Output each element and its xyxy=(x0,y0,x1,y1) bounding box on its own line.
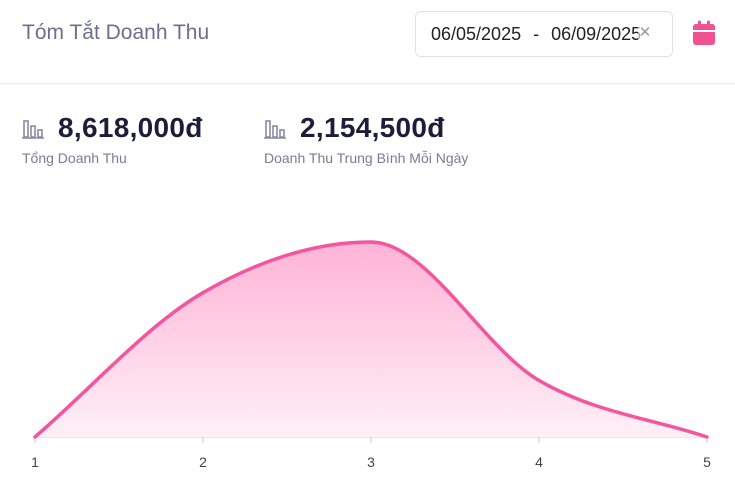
average-revenue-label: Doanh Thu Trung Bình Mỗi Ngày xyxy=(264,150,469,166)
date-separator: - xyxy=(533,23,540,44)
header: Tóm Tắt Doanh Thu 06/05/2025 - 06/09/202… xyxy=(0,0,735,84)
area-fill xyxy=(35,242,707,437)
stat-average-revenue: 2,154,500đ Doanh Thu Trung Bình Mỗi Ngày xyxy=(264,112,468,166)
bar-chart-icon xyxy=(264,120,286,139)
total-revenue-label: Tổng Doanh Thu xyxy=(22,150,127,166)
date-end[interactable]: 06/09/2025 xyxy=(551,23,642,44)
date-range-picker[interactable]: 06/05/2025 - 06/09/2025 ✕ xyxy=(415,11,673,57)
x-axis-labels: 1 2 3 4 5 xyxy=(31,454,711,470)
x-tick-label: 4 xyxy=(535,454,543,470)
x-tick-label: 3 xyxy=(367,454,375,470)
average-revenue-value: 2,154,500đ xyxy=(300,112,445,143)
page-title: Tóm Tắt Doanh Thu xyxy=(22,21,210,44)
x-tick-label: 2 xyxy=(199,454,207,470)
series-line xyxy=(33,240,709,439)
x-tick-label: 1 xyxy=(31,454,39,470)
bar-chart-icon xyxy=(22,120,44,139)
stat-total-revenue: 8,618,000đ Tổng Doanh Thu xyxy=(22,112,203,166)
total-revenue-value: 8,618,000đ xyxy=(58,112,203,143)
x-axis-ticks xyxy=(34,437,708,443)
date-start[interactable]: 06/05/2025 xyxy=(431,23,522,44)
close-icon[interactable]: ✕ xyxy=(638,24,652,41)
x-tick-label: 5 xyxy=(703,454,711,470)
calendar-icon[interactable] xyxy=(692,20,716,46)
revenue-chart: 1 2 3 4 5 xyxy=(31,240,711,470)
